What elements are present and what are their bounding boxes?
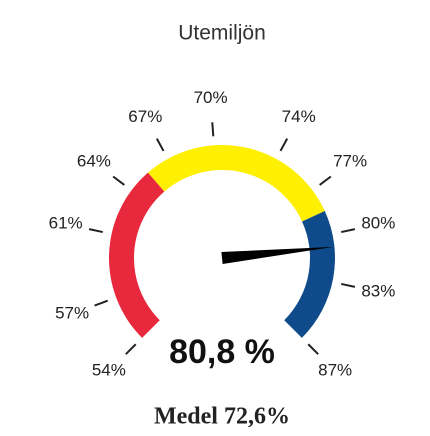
tick-mark <box>211 122 215 137</box>
chart-title: Utemiljön <box>178 22 266 45</box>
gauge-band <box>148 145 325 222</box>
value-label: 80,8 % <box>169 333 275 371</box>
tick-label: 57% <box>55 303 89 322</box>
tick-mark <box>112 175 125 186</box>
tick-label: 70% <box>194 88 228 107</box>
tick-label: 77% <box>333 152 367 171</box>
annotation: Medel 72,6% <box>154 404 290 430</box>
tick-mark <box>340 282 356 288</box>
tick-label: 54% <box>92 361 126 380</box>
tick-mark <box>88 228 104 234</box>
tick-label: 67% <box>128 107 162 126</box>
tick-mark <box>319 175 332 186</box>
tick-mark <box>155 138 165 152</box>
tick-label: 83% <box>361 281 395 300</box>
tick-label: 74% <box>282 107 316 126</box>
tick-mark <box>125 343 137 355</box>
gauge-band <box>284 211 336 338</box>
tick-mark <box>307 343 319 355</box>
tick-label: 87% <box>318 361 352 380</box>
tick-label: 61% <box>49 213 83 232</box>
tick-mark <box>94 299 109 307</box>
tick-label: 64% <box>77 152 111 171</box>
needle <box>221 246 334 264</box>
tick-mark <box>279 138 289 152</box>
gauge-band <box>108 172 165 338</box>
tick-mark <box>340 228 356 234</box>
tick-label: 80% <box>361 213 395 232</box>
